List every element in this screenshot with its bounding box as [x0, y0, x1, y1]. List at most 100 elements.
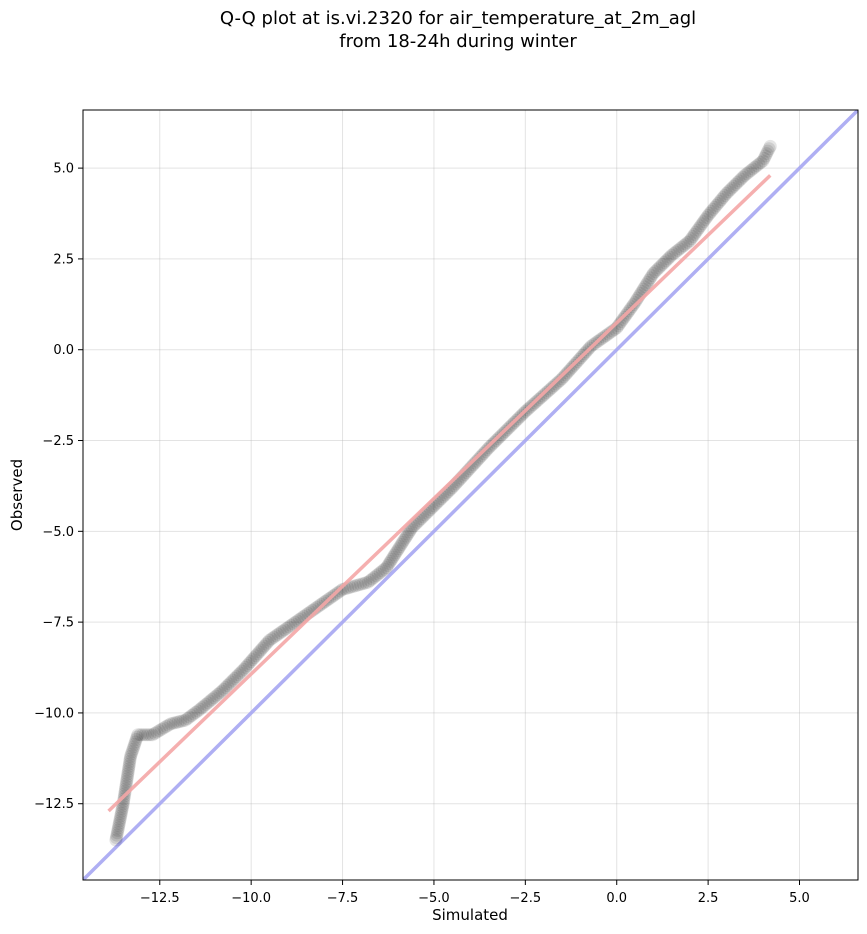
qq-point [547, 379, 561, 393]
y-axis-label: Observed [8, 459, 26, 531]
qq-point [716, 191, 730, 204]
qq-point [371, 567, 385, 581]
qq-point [161, 718, 175, 732]
qq-point [109, 831, 123, 845]
qq-point [239, 660, 253, 674]
qq-point [205, 692, 219, 706]
qq-point [383, 554, 397, 568]
qq-point [703, 206, 717, 220]
y-tick-label: 5.0 [53, 162, 74, 177]
qq-point [183, 710, 197, 724]
qq-point [365, 572, 379, 586]
qq-point [629, 293, 643, 307]
qq-point [363, 574, 377, 588]
qq-point [386, 550, 400, 564]
chart-title-line-2: from 18-24h during winter [339, 31, 577, 52]
qq-point [143, 728, 157, 742]
qq-point [687, 227, 701, 241]
qq-point [732, 174, 746, 188]
qq-point [259, 637, 273, 651]
qq-point [704, 204, 718, 218]
qq-point [207, 691, 221, 705]
qq-point [663, 250, 677, 264]
qq-point [711, 196, 725, 210]
qq-point [761, 144, 775, 158]
qq-point [657, 256, 671, 270]
qq-point [396, 535, 410, 549]
qq-point [123, 754, 137, 768]
qq-point [282, 620, 296, 634]
qq-point [665, 248, 679, 262]
qq-point [373, 565, 387, 579]
qq-point [706, 202, 720, 216]
x-tick-label: −5.0 [418, 891, 450, 906]
qq-point [138, 728, 152, 742]
y-axis-ticks: −12.5 −10.0 −7.5 −5.0 −2.5 0.0 2.5 5.0 [34, 162, 83, 812]
qq-point [673, 242, 687, 256]
qq-point [675, 240, 689, 254]
qq-point [719, 187, 733, 201]
qq-point [393, 540, 407, 554]
qq-point [126, 742, 140, 756]
qq-point [385, 552, 399, 566]
qq-point [120, 774, 134, 788]
qq-point [131, 728, 145, 742]
qq-point [667, 247, 681, 261]
qq-point [288, 615, 302, 629]
qq-point [269, 629, 283, 643]
qq-point [697, 215, 711, 229]
qq-point [122, 757, 136, 771]
qq-point [189, 705, 203, 719]
qq-point [159, 720, 173, 734]
qq-point [277, 623, 291, 637]
qq-point [256, 641, 270, 655]
qq-point [203, 694, 217, 708]
y-tick-label: 0.0 [53, 343, 74, 358]
qq-point [760, 147, 774, 161]
qq-point [388, 548, 402, 562]
qq-point [692, 221, 706, 235]
qq-point [661, 252, 675, 266]
qq-point [714, 192, 728, 206]
qq-point [558, 368, 572, 382]
qq-point [185, 709, 199, 723]
qq-point [237, 662, 251, 676]
qq-point [475, 448, 489, 462]
qq-point [698, 213, 712, 227]
qq-point [379, 561, 393, 575]
qq-point [614, 315, 628, 329]
x-axis-label: Simulated [432, 906, 508, 924]
qq-point [718, 189, 732, 203]
qq-point [757, 151, 771, 165]
qq-point [235, 664, 249, 678]
qq-point [740, 167, 754, 181]
qq-point [113, 814, 127, 828]
y-tick-label: −5.0 [42, 525, 74, 540]
qq-point [746, 162, 760, 176]
qq-point [262, 633, 276, 647]
qq-point [742, 165, 756, 179]
qq-point [551, 375, 565, 389]
qq-point [193, 702, 207, 716]
qq-point [392, 542, 406, 556]
x-tick-label: 2.5 [698, 891, 719, 906]
qq-point [642, 273, 656, 287]
qq-point [628, 296, 642, 309]
qq-point [233, 666, 247, 680]
qq-point [121, 767, 135, 781]
qq-point [346, 580, 360, 594]
qq-point [136, 728, 150, 742]
qq-point [690, 223, 704, 237]
qq-point [401, 527, 415, 541]
qq-point [470, 454, 484, 468]
qq-point [249, 649, 263, 663]
qq-point [245, 653, 259, 667]
qq-point [367, 570, 381, 584]
qq-point [701, 208, 715, 222]
qq-point [748, 160, 762, 174]
qq-point [397, 533, 411, 547]
qq-point [111, 821, 125, 835]
qq-point [382, 556, 396, 570]
x-tick-label: −7.5 [327, 891, 359, 906]
